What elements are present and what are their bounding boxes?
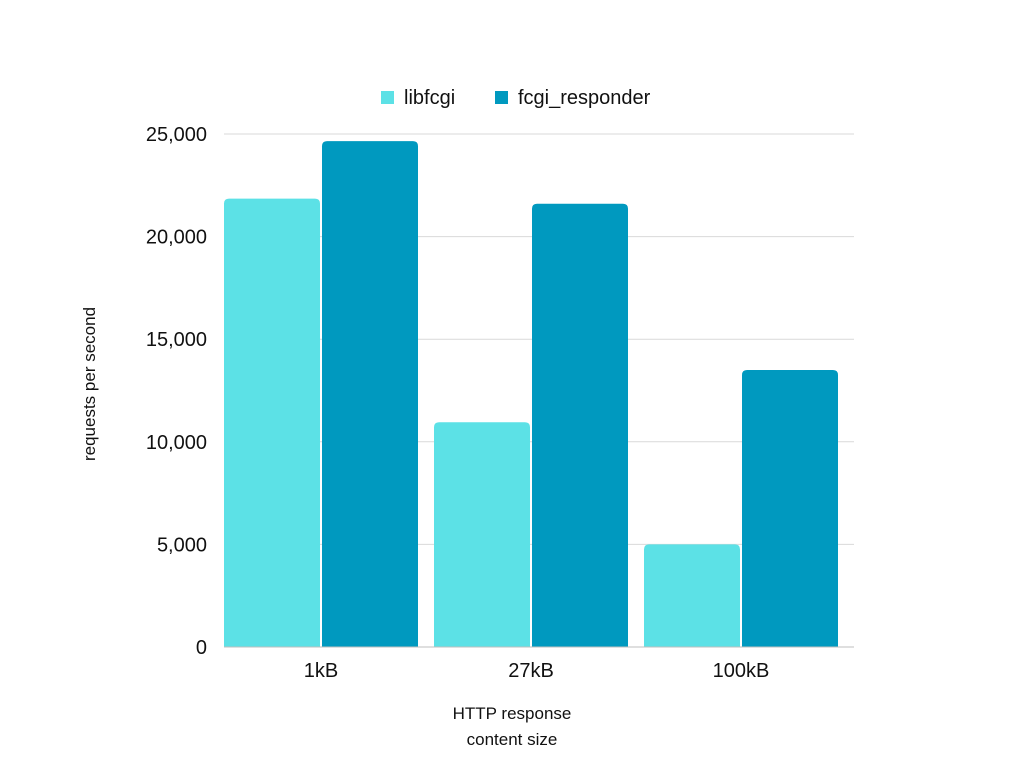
y-tick-label: 20,000 <box>146 227 207 249</box>
y-axis-ticks: 0 5,000 10,000 15,000 20,000 25,000 <box>146 124 207 659</box>
legend-swatch-fcgi-responder <box>495 91 508 104</box>
x-tick-label: 100kB <box>713 660 770 682</box>
bar-fcgi-responder-1kb <box>322 141 418 647</box>
y-tick-label: 10,000 <box>146 432 207 454</box>
y-tick-label: 0 <box>196 637 207 659</box>
bars <box>224 141 838 647</box>
bar-libfcgi-27kb <box>434 422 530 647</box>
y-tick-label: 25,000 <box>146 124 207 146</box>
bar-fcgi-responder-100kb <box>742 369 838 647</box>
x-axis-title-line-1: HTTP response <box>453 704 572 723</box>
bar-libfcgi-100kb <box>644 544 740 647</box>
x-tick-label: 1kB <box>304 660 338 682</box>
bar-fcgi-responder-27kb <box>532 203 628 647</box>
bar-libfcgi-1kb <box>224 198 320 647</box>
x-axis-title-line-2: content size <box>467 730 558 749</box>
x-tick-label: 27kB <box>508 660 554 682</box>
legend-swatch-libfcgi <box>381 91 394 104</box>
legend: libfcgi fcgi_responder <box>381 87 651 109</box>
legend-label-libfcgi: libfcgi <box>404 87 455 109</box>
y-tick-label: 15,000 <box>146 329 207 351</box>
legend-label-fcgi-responder: fcgi_responder <box>518 87 651 109</box>
x-axis-ticks: 1kB 27kB 100kB <box>304 660 770 682</box>
y-tick-label: 5,000 <box>157 534 207 556</box>
y-axis-title: requests per second <box>80 307 99 461</box>
